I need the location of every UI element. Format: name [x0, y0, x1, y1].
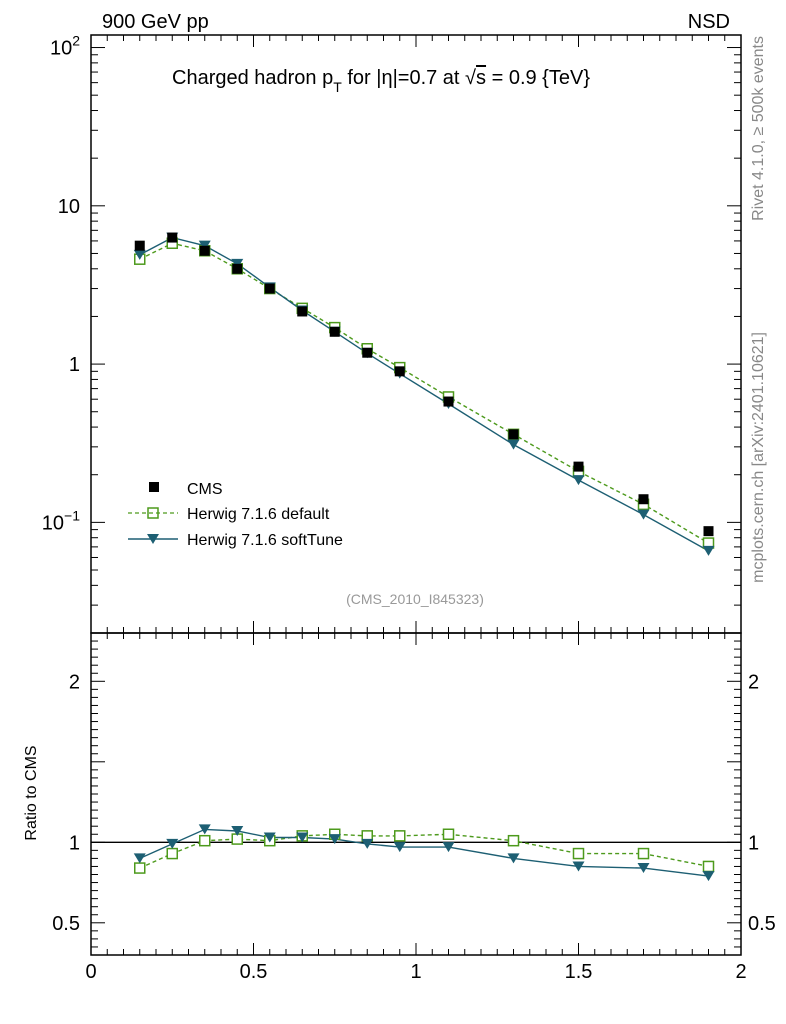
ratio-softtune-point [507, 853, 520, 864]
cms-data-point [232, 263, 243, 274]
cms-data-point [703, 526, 714, 537]
y-tick-label: 1 [69, 354, 80, 376]
softtune-point [572, 475, 585, 486]
ratio-softtune-point [702, 871, 715, 882]
ratio-panel: 0 0.5 1 1.5 2 0.5 0.5 1 1 2 2 [52, 632, 776, 983]
ratio-default-point [637, 847, 650, 860]
ratio-softtune-point [296, 832, 309, 843]
ratio-y-tick-label: 1 [69, 832, 80, 854]
ratio-y-tick-label-right: 2 [748, 671, 759, 693]
x-tick-label: 1.5 [565, 961, 593, 983]
ratio-default-point [199, 834, 211, 847]
y-tick-exponent: 2 [72, 33, 80, 49]
softtune-point [702, 545, 715, 556]
cms-data-point [394, 366, 405, 377]
x-tick-label: 1 [410, 961, 421, 983]
legend-softtune-label: Herwig 7.1.6 softTune [187, 532, 343, 549]
title-s: s [476, 67, 486, 89]
cms-data-point [297, 306, 308, 317]
cms-data-point [134, 240, 145, 251]
header-right-label: NSD [688, 11, 730, 33]
ratio-softtune-point [231, 826, 244, 837]
cms-data-point [199, 245, 210, 256]
ratio-y-tick-label-right: 1 [748, 832, 759, 854]
title-sub: T [333, 79, 342, 95]
title-root: √ [465, 67, 476, 89]
legend-softtune-marker [147, 534, 159, 544]
ratio-default-point [572, 847, 585, 860]
y-tick-label: 102 [50, 33, 80, 60]
softtune-point [133, 249, 146, 260]
softtune-point [507, 439, 520, 450]
ratio-softtune-point [166, 838, 179, 849]
cms-data-point [638, 494, 649, 505]
ratio-default-point [442, 828, 455, 840]
cms-data-point [167, 232, 178, 243]
y-tick-base: 10 [42, 512, 64, 534]
ratio-softtune-point [198, 824, 211, 835]
default-line [139, 242, 709, 544]
ratio-default-point [394, 830, 406, 842]
y-tick-base: 1 [69, 354, 80, 376]
ratio-default-point [702, 860, 715, 873]
softtune-line [139, 236, 709, 552]
legend-cms-marker [149, 482, 159, 492]
ratio-y-tick-label: 0.5 [52, 913, 80, 935]
y-tick-label: 10 [58, 196, 80, 218]
softtune-point [637, 509, 650, 520]
y-tick-base: 10 [58, 196, 80, 218]
title-mid: for |η|=0.7 at [342, 67, 465, 89]
y-tick-label: 10−1 [42, 507, 80, 534]
cms-data-point [264, 283, 275, 294]
rivet-version-text: Rivet 4.1.0, ≥ 500k events [750, 36, 767, 221]
ratio-softtune-point [263, 832, 276, 843]
cms-data-point [508, 429, 519, 440]
ratio-softtune-point [133, 853, 146, 864]
ratio-softtune-point [442, 842, 455, 853]
x-tick-label: 0 [85, 961, 96, 983]
ratio-default-point [166, 847, 178, 860]
legend-default-marker [147, 507, 159, 519]
legend: CMS Herwig 7.1.6 default Herwig 7.1.6 so… [128, 481, 343, 549]
legend-default-label: Herwig 7.1.6 default [187, 506, 330, 523]
header-left-label: 900 GeV pp [102, 11, 209, 33]
x-tick-label: 2 [735, 961, 746, 983]
ratio-softtune-point [393, 842, 406, 853]
cms-data-point [573, 461, 584, 472]
ratio-y-tick-label-right: 0.5 [748, 913, 776, 935]
ratio-y-tick-label: 2 [69, 671, 80, 693]
ratio-default-point [507, 834, 520, 847]
ratio-softtune-point [328, 834, 341, 845]
legend-cms-label: CMS [187, 481, 223, 498]
cms-data-point [443, 396, 454, 407]
y-tick-base: 10 [50, 38, 72, 60]
ratio-frame [90, 632, 742, 956]
title-pre: Charged hadron p [172, 67, 333, 89]
softtune-point [198, 240, 211, 251]
ratio-softtune-point [572, 861, 585, 872]
ratio-softtune-point [361, 838, 374, 849]
cms-data-point [362, 347, 373, 358]
ratio-default-line [139, 833, 709, 869]
ratio-ylabel: Ratio to CMS [23, 745, 40, 840]
x-tick-label: 0.5 [240, 961, 268, 983]
mcplots-text: mcplots.cern.ch [arXiv:2401.10621] [750, 332, 767, 583]
chart-title: Charged hadron pT for |η|=0.7 at √s = 0.… [172, 67, 590, 95]
analysis-watermark: (CMS_2010_I845323) [346, 591, 484, 607]
cms-data-point [329, 326, 340, 337]
ratio-default-point [134, 862, 146, 874]
ratio-softtune-point [637, 863, 650, 874]
y-tick-exponent: −1 [64, 507, 80, 523]
ratio-softtune-line [139, 828, 709, 877]
title-post: = 0.9 {TeV} [486, 67, 590, 89]
